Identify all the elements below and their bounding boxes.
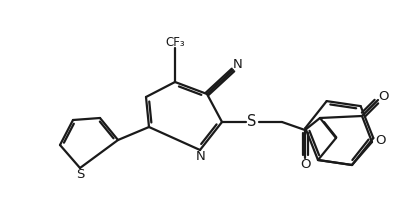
Text: O: O: [300, 159, 310, 172]
Text: O: O: [375, 133, 385, 146]
Text: S: S: [76, 168, 84, 181]
Text: S: S: [247, 114, 257, 130]
Text: O: O: [378, 91, 388, 103]
Text: N: N: [196, 149, 206, 162]
Text: CF₃: CF₃: [165, 35, 185, 49]
Text: N: N: [233, 59, 243, 71]
